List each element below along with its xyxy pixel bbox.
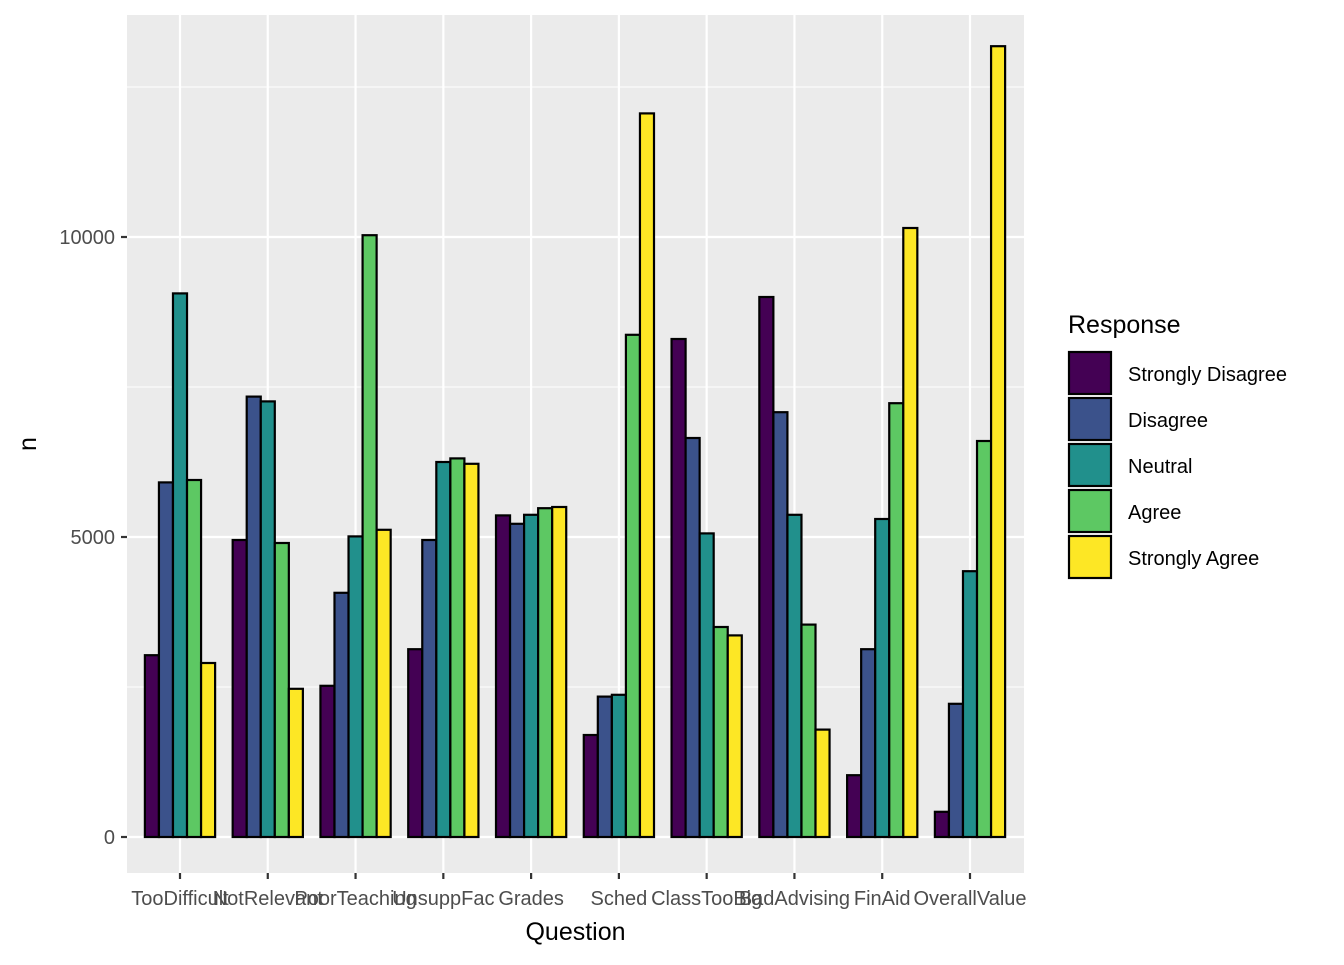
bar-PoorTeaching-strongly-agree xyxy=(375,528,392,839)
legend-key-strongly-agree xyxy=(1067,534,1113,580)
y-axis-title: n xyxy=(14,437,42,451)
bar-FinAid-strongly-agree xyxy=(902,226,919,839)
bar-UnsuppFac-disagree xyxy=(421,538,438,839)
bar-NotRelevant-disagree xyxy=(245,395,262,839)
bar-Sched-strongly-disagree xyxy=(582,733,599,839)
x-tick-label: Grades xyxy=(498,888,564,910)
bars xyxy=(143,45,1007,839)
x-tick-label: PoorTeaching xyxy=(294,888,416,910)
legend-label: Neutral xyxy=(1128,456,1192,478)
bar-OverallValue-agree xyxy=(975,439,993,839)
axes: 0 5000 10000 TooDifficultNotRelevantPoorTea… xyxy=(59,227,1026,910)
bar-ClassTooBig-strongly-disagree xyxy=(670,337,687,839)
bar-Sched-neutral xyxy=(610,693,628,839)
bar-TooDifficult-strongly-agree xyxy=(199,661,217,839)
bar-OverallValue-neutral xyxy=(961,570,979,839)
bar-Grades-disagree xyxy=(508,522,526,839)
y-tick-label: 0 xyxy=(104,827,115,849)
bar-PoorTeaching-strongly-disagree xyxy=(319,684,336,839)
x-tick-label: UnsuppFac xyxy=(392,888,494,910)
legend-title: Response xyxy=(1068,311,1181,339)
bar-Grades-agree xyxy=(537,507,554,839)
bar-NotRelevant-neutral xyxy=(259,400,276,839)
bar-BadAdvising-disagree xyxy=(772,411,789,839)
legend-label: Strongly Agree xyxy=(1128,548,1259,570)
bar-ClassTooBig-disagree xyxy=(684,436,701,839)
legend-label: Agree xyxy=(1128,502,1181,524)
legend-label: Strongly Disagree xyxy=(1128,364,1287,386)
bar-FinAid-disagree xyxy=(860,648,877,839)
bar-BadAdvising-strongly-agree xyxy=(814,728,831,839)
bar-ClassTooBig-strongly-agree xyxy=(726,634,743,839)
x-tick-label: TooDifficult xyxy=(131,888,229,910)
bar-TooDifficult-agree xyxy=(185,478,203,839)
bar-FinAid-agree xyxy=(888,402,905,839)
bar-TooDifficult-disagree xyxy=(157,481,175,839)
bar-ClassTooBig-agree xyxy=(712,625,729,839)
y-tick-label: 10000 xyxy=(59,227,115,249)
bar-ClassTooBig-neutral xyxy=(698,532,715,839)
legend-key-strongly-disagree xyxy=(1067,350,1113,396)
legend: Response Strongly Disagree Disagree Neutra… xyxy=(1067,311,1287,580)
bar-Grades-strongly-disagree xyxy=(494,514,512,839)
bar-BadAdvising-neutral xyxy=(786,513,803,839)
legend-label: Disagree xyxy=(1128,410,1208,432)
bar-TooDifficult-strongly-disagree xyxy=(143,654,161,839)
x-tick-label: FinAid xyxy=(854,888,911,910)
bar-PoorTeaching-disagree xyxy=(333,591,350,839)
x-tick-label: ClassTooBig xyxy=(651,888,762,910)
legend-key-neutral xyxy=(1067,442,1113,488)
bar-Sched-agree xyxy=(624,333,642,839)
legend-key-agree xyxy=(1067,488,1113,534)
x-tick-label: BadAdvising xyxy=(739,888,850,910)
bar-FinAid-neutral xyxy=(874,517,891,839)
bar-Sched-strongly-agree xyxy=(638,112,656,839)
bar-OverallValue-strongly-agree xyxy=(989,45,1007,839)
bar-TooDifficult-neutral xyxy=(171,292,189,839)
bar-NotRelevant-strongly-disagree xyxy=(231,538,248,839)
bar-PoorTeaching-agree xyxy=(361,234,378,839)
bar-OverallValue-strongly-disagree xyxy=(933,810,951,839)
bar-Grades-neutral xyxy=(522,513,540,839)
bar-OverallValue-disagree xyxy=(947,702,965,839)
bar-Grades-strongly-agree xyxy=(551,505,568,839)
bar-NotRelevant-agree xyxy=(273,541,290,839)
x-tick-label: OverallValue xyxy=(913,888,1026,910)
x-tick-label: Sched xyxy=(591,888,648,910)
bar-PoorTeaching-neutral xyxy=(347,535,364,839)
x-tick-label: NotRelevant xyxy=(213,888,324,910)
bar-UnsuppFac-strongly-agree xyxy=(463,462,480,839)
x-axis-title: Question xyxy=(525,918,625,946)
bar-Sched-disagree xyxy=(596,695,613,839)
bar-FinAid-strongly-disagree xyxy=(846,774,863,839)
bar-UnsuppFac-neutral xyxy=(435,460,452,839)
bar-UnsuppFac-strongly-disagree xyxy=(407,648,424,839)
bar-UnsuppFac-agree xyxy=(449,457,466,839)
bar-BadAdvising-strongly-disagree xyxy=(758,295,775,839)
bar-NotRelevant-strongly-agree xyxy=(287,687,304,839)
bar-BadAdvising-agree xyxy=(800,623,817,839)
y-tick-label: 5000 xyxy=(71,527,116,549)
legend-key-disagree xyxy=(1067,396,1113,442)
